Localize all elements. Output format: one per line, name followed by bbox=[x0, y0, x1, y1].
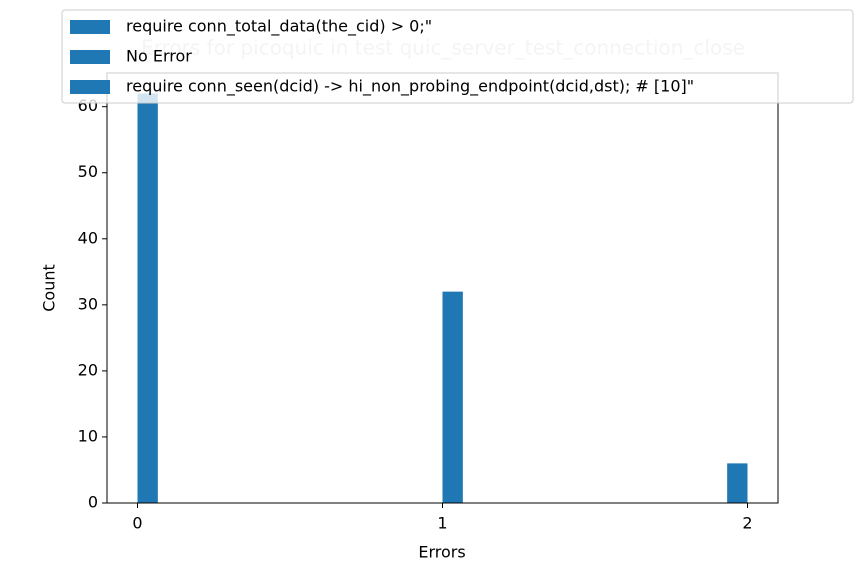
legend-swatch bbox=[70, 80, 110, 94]
x-tick-label: 1 bbox=[437, 514, 447, 533]
x-axis-label: Errors bbox=[418, 543, 465, 562]
bar bbox=[137, 93, 158, 503]
y-tick-label: 10 bbox=[78, 426, 98, 445]
legend-swatch bbox=[70, 20, 110, 34]
y-tick-label: 40 bbox=[78, 228, 98, 247]
x-tick-label: 2 bbox=[742, 514, 752, 533]
bar bbox=[442, 291, 463, 503]
x-tick-label: 0 bbox=[132, 514, 142, 533]
legend-label: require conn_total_data(the_cid) > 0;" bbox=[126, 17, 432, 37]
legend-label: require conn_seen(dcid) -> hi_non_probin… bbox=[126, 77, 694, 97]
legend-swatch bbox=[70, 50, 110, 64]
legend-box bbox=[61, 9, 854, 104]
y-axis-label: Count bbox=[40, 264, 59, 312]
y-tick-label: 20 bbox=[78, 360, 98, 379]
bar bbox=[727, 463, 748, 503]
y-tick-label: 50 bbox=[78, 162, 98, 181]
y-tick-label: 30 bbox=[78, 294, 98, 313]
y-tick-label: 0 bbox=[88, 493, 98, 512]
legend-label: No Error bbox=[126, 47, 192, 66]
